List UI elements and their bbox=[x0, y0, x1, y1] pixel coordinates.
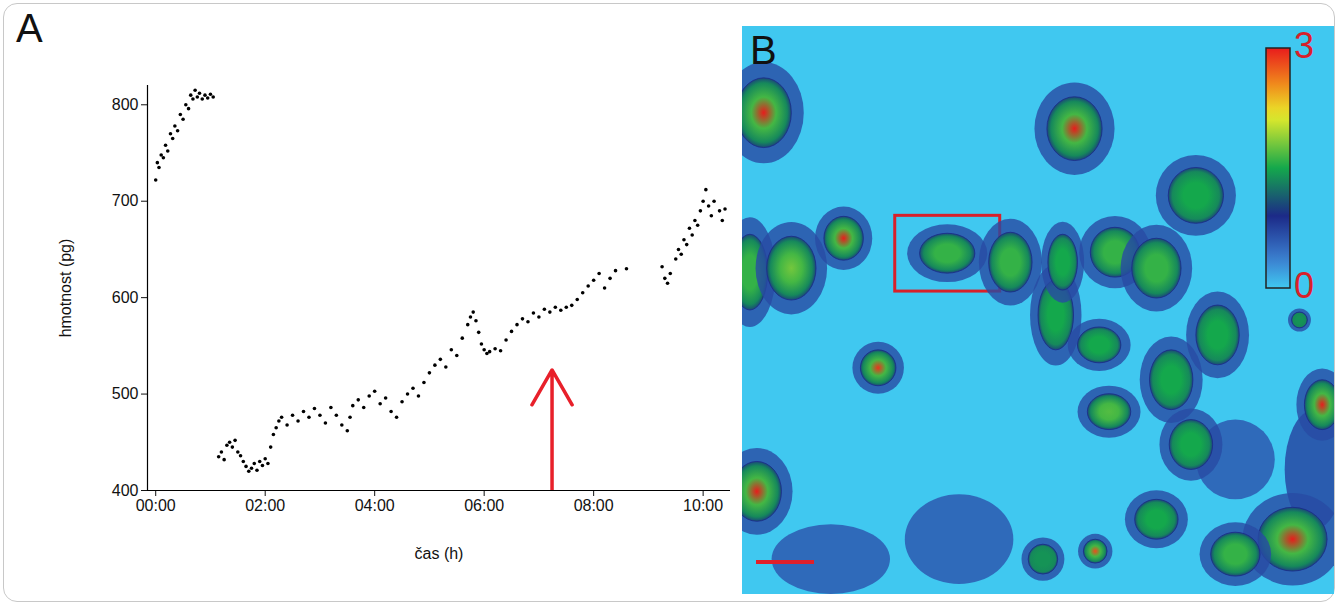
svg-text:02:00: 02:00 bbox=[245, 497, 285, 514]
svg-text:čas (h): čas (h) bbox=[415, 545, 464, 562]
html-text:B: B bbox=[750, 28, 777, 72]
svg-text:800: 800 bbox=[112, 96, 139, 113]
svg-text:00:00: 00:00 bbox=[136, 497, 176, 514]
svg-text:500: 500 bbox=[112, 385, 139, 402]
svg-text:04:00: 04:00 bbox=[355, 497, 395, 514]
svg-text:06:00: 06:00 bbox=[464, 497, 504, 514]
svg-text:600: 600 bbox=[112, 289, 139, 306]
svg-text:700: 700 bbox=[112, 192, 139, 209]
svg-text:10:00: 10:00 bbox=[683, 497, 723, 514]
svg-text:3: 3 bbox=[1294, 26, 1314, 66]
html-text:A: A bbox=[16, 6, 43, 50]
svg-text:hmotnost (pg): hmotnost (pg) bbox=[57, 239, 74, 338]
svg-text:0: 0 bbox=[1294, 265, 1314, 306]
svg-text:08:00: 08:00 bbox=[574, 497, 614, 514]
svg-text:400: 400 bbox=[112, 482, 139, 499]
